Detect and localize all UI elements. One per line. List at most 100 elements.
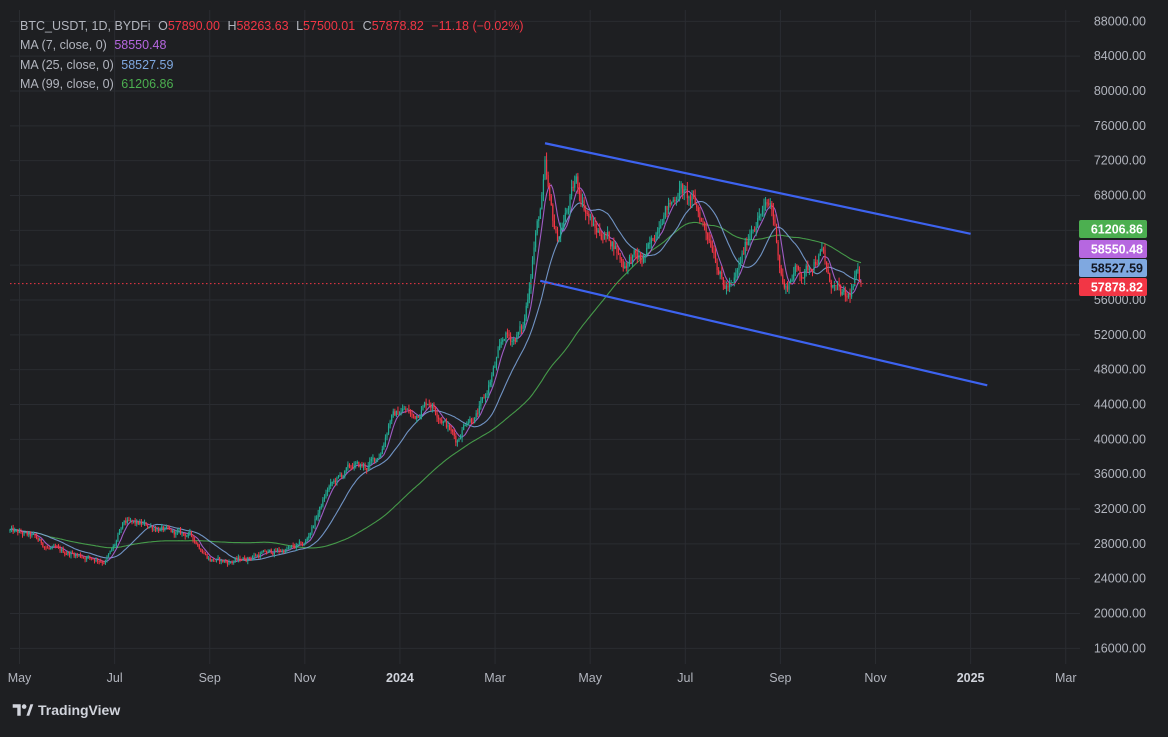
candle [383, 442, 385, 451]
candle [12, 524, 14, 534]
candle [585, 205, 587, 221]
candle [805, 263, 807, 277]
candle [782, 268, 784, 285]
candle [419, 414, 421, 420]
price-axis[interactable]: 88000.00 84000.00 80000.00 76000.00 72000.00… [1094, 14, 1146, 655]
candle [453, 428, 455, 440]
candle [799, 267, 801, 282]
candle [686, 181, 688, 205]
candle [517, 331, 520, 338]
candle [818, 253, 820, 267]
candle [499, 339, 501, 351]
candle [455, 433, 457, 447]
candle [270, 548, 272, 555]
candle [843, 285, 845, 295]
candle [860, 280, 862, 287]
candle [208, 555, 210, 561]
candle [611, 241, 613, 252]
candle [525, 302, 527, 322]
channel-lines[interactable] [539, 142, 988, 387]
symbol-label[interactable]: BTC_USDT, 1D, BYDFi [20, 19, 151, 33]
candle [646, 243, 648, 258]
candle [231, 560, 233, 565]
candle [28, 531, 30, 538]
candle [481, 396, 484, 404]
candle [276, 548, 279, 553]
candle [519, 321, 521, 335]
candle [334, 477, 336, 487]
legend-ma25-row[interactable]: MA (25, close, 0) 58527.59 [20, 56, 524, 75]
candle [757, 212, 759, 229]
candle [347, 461, 349, 471]
candle [685, 185, 687, 191]
candle [699, 207, 701, 224]
candle [43, 546, 46, 550]
candle [458, 437, 460, 443]
candle [273, 548, 275, 558]
candle [647, 242, 649, 250]
candle [240, 558, 243, 562]
candle [107, 553, 110, 558]
candle [131, 519, 133, 525]
candle [566, 208, 568, 215]
candle [341, 472, 343, 479]
candle [815, 255, 817, 267]
candle [234, 557, 236, 563]
candle [825, 261, 828, 273]
candle [511, 338, 513, 347]
candle [732, 282, 734, 284]
candle [275, 547, 277, 552]
candle [40, 538, 42, 546]
candle [34, 533, 36, 539]
candle [337, 475, 340, 479]
candle [39, 537, 41, 541]
candle [319, 506, 321, 517]
candle [287, 545, 290, 550]
high-value: 58263.63 [236, 19, 289, 33]
candle [616, 243, 618, 260]
candle [775, 223, 778, 244]
candle [746, 237, 748, 251]
candle [575, 173, 577, 184]
candle [613, 237, 615, 256]
candle [833, 280, 836, 292]
candle [373, 457, 376, 463]
candle [508, 330, 510, 341]
candle [840, 284, 842, 297]
candle [339, 472, 341, 478]
candle [98, 560, 100, 565]
candle [627, 261, 629, 275]
candle [816, 259, 818, 266]
price-label-tag: 58550.48 [1079, 240, 1147, 258]
candle [785, 283, 787, 294]
candle [797, 265, 800, 271]
candle [625, 262, 627, 272]
legend-ma7-row[interactable]: MA (7, close, 0) 58550.48 [20, 36, 524, 55]
candle [78, 554, 80, 557]
legend-ma99-row[interactable]: MA (99, close, 0) 61206.86 [20, 75, 524, 94]
time-axis[interactable]: May Jul Sep Nov 2024 Mar May Jul Sep Nov 2025 Mar [8, 671, 1077, 685]
time-tick-label: Mar [484, 671, 506, 685]
candle [186, 534, 188, 538]
candle [392, 408, 394, 418]
candle [822, 246, 825, 254]
time-tick-label: May [8, 671, 32, 685]
tradingview-brand[interactable]: TradingView [12, 702, 120, 718]
candle [549, 182, 551, 201]
candle [314, 515, 316, 530]
candle [311, 524, 313, 536]
candle [736, 267, 739, 279]
candle [217, 555, 219, 560]
candle [148, 526, 150, 529]
candle [15, 529, 17, 533]
candle [691, 190, 693, 209]
candle [331, 481, 333, 487]
candle [325, 489, 327, 499]
time-tick-label: Sep [199, 671, 221, 685]
candle [703, 221, 706, 231]
low-label: L [296, 19, 304, 33]
candle [397, 406, 399, 416]
candle [652, 237, 654, 242]
